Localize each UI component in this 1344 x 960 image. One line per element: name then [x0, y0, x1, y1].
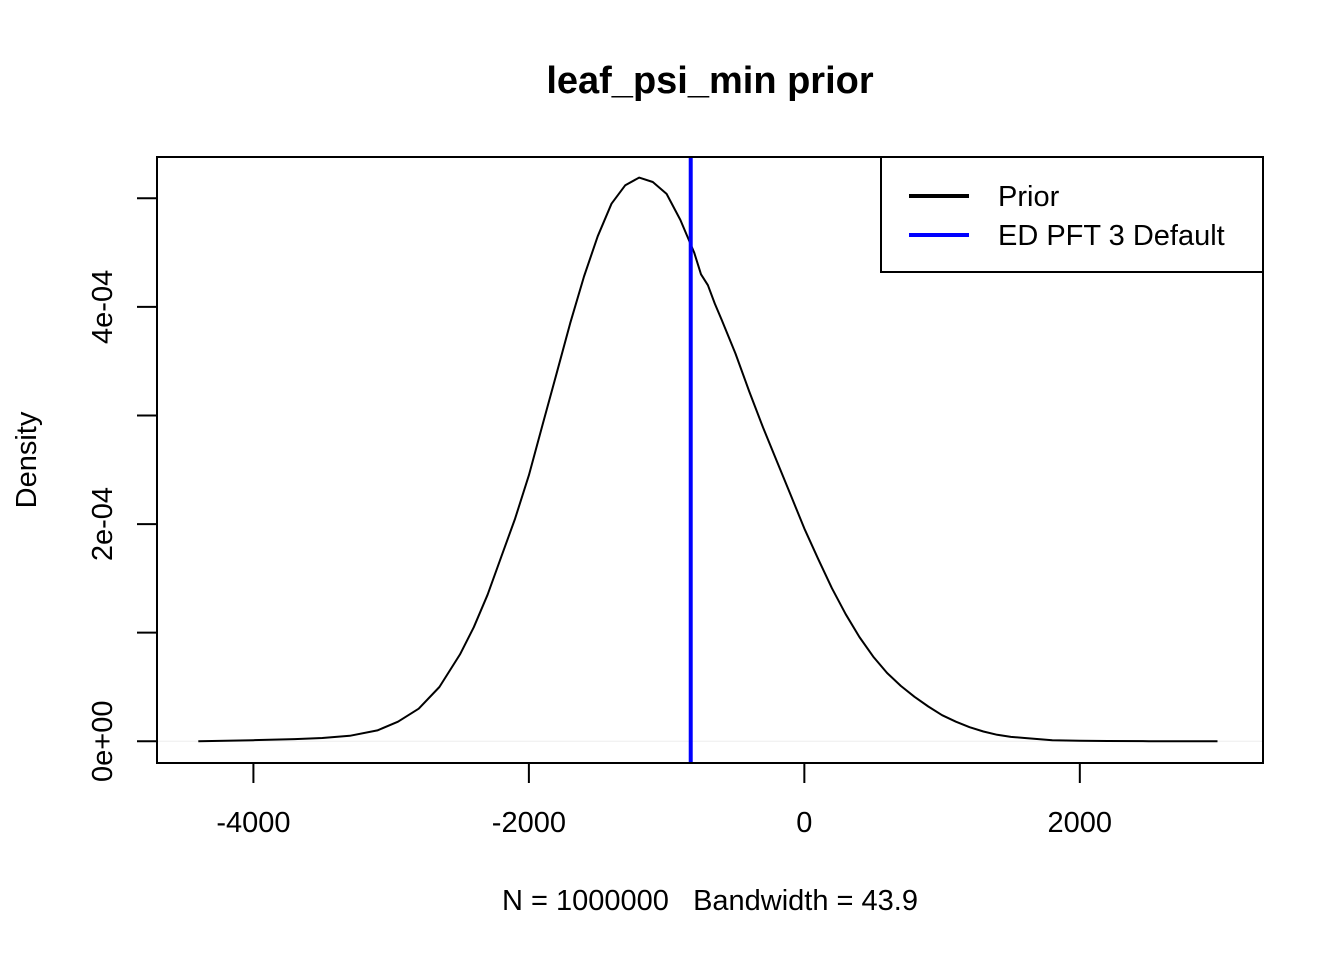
legend-label: Prior: [998, 181, 1060, 213]
x-tick-label: -2000: [492, 807, 566, 839]
legend-label: ED PFT 3 Default: [998, 220, 1225, 252]
plot-area: -4000 -2000 0 2000 0e+00 2e-04 4e-04: [87, 157, 1263, 839]
x-tick-label: 0: [796, 807, 812, 839]
y-tick-label: 0e+00: [87, 701, 119, 782]
prior-density-curve: [198, 176, 1218, 743]
y-tick-label: 4e-04: [87, 270, 119, 344]
x-axis-label: N = 1000000 Bandwidth = 43.9: [502, 885, 918, 917]
x-tick-label: 2000: [1048, 807, 1113, 839]
x-tick-label: -4000: [216, 807, 290, 839]
y-axis-label: Density: [11, 411, 43, 508]
plot-frame: [156, 156, 1264, 764]
chart-title: leaf_psi_min prior: [546, 60, 874, 102]
legend-box: [880, 156, 1264, 273]
legend: Prior ED PFT 3 Default: [880, 156, 1264, 273]
y-tick-label: 2e-04: [87, 487, 119, 561]
